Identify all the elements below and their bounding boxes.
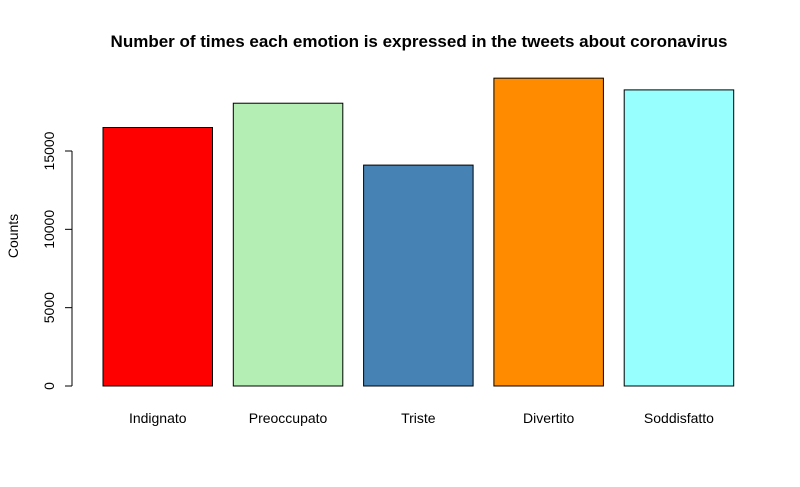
y-tick-label: 0 bbox=[41, 382, 57, 390]
category-labels: Indignato Preoccupato Triste Divertito Soddi… bbox=[129, 410, 714, 426]
bars bbox=[102, 77, 735, 387]
y-tick-label: 5000 bbox=[41, 292, 57, 323]
y-tick-label: 10000 bbox=[41, 210, 57, 249]
bar-preoccupato bbox=[232, 102, 344, 387]
y-axis-label: Counts bbox=[5, 214, 21, 258]
category-label-divertito: Divertito bbox=[523, 410, 575, 426]
y-axis: 0 5000 10000 15000 bbox=[41, 131, 73, 390]
category-label-preoccupato: Preoccupato bbox=[249, 410, 328, 426]
bar-indignato bbox=[102, 127, 213, 387]
bar-triste bbox=[363, 164, 474, 387]
category-label-soddisfatto: Soddisfatto bbox=[644, 410, 714, 426]
chart-title: Number of times each emotion is expresse… bbox=[111, 32, 728, 51]
y-tick-label: 15000 bbox=[41, 131, 57, 170]
bar-soddisfatto bbox=[623, 89, 735, 387]
bar-divertito bbox=[493, 77, 604, 387]
category-label-triste: Triste bbox=[401, 410, 436, 426]
category-label-indignato: Indignato bbox=[129, 410, 187, 426]
